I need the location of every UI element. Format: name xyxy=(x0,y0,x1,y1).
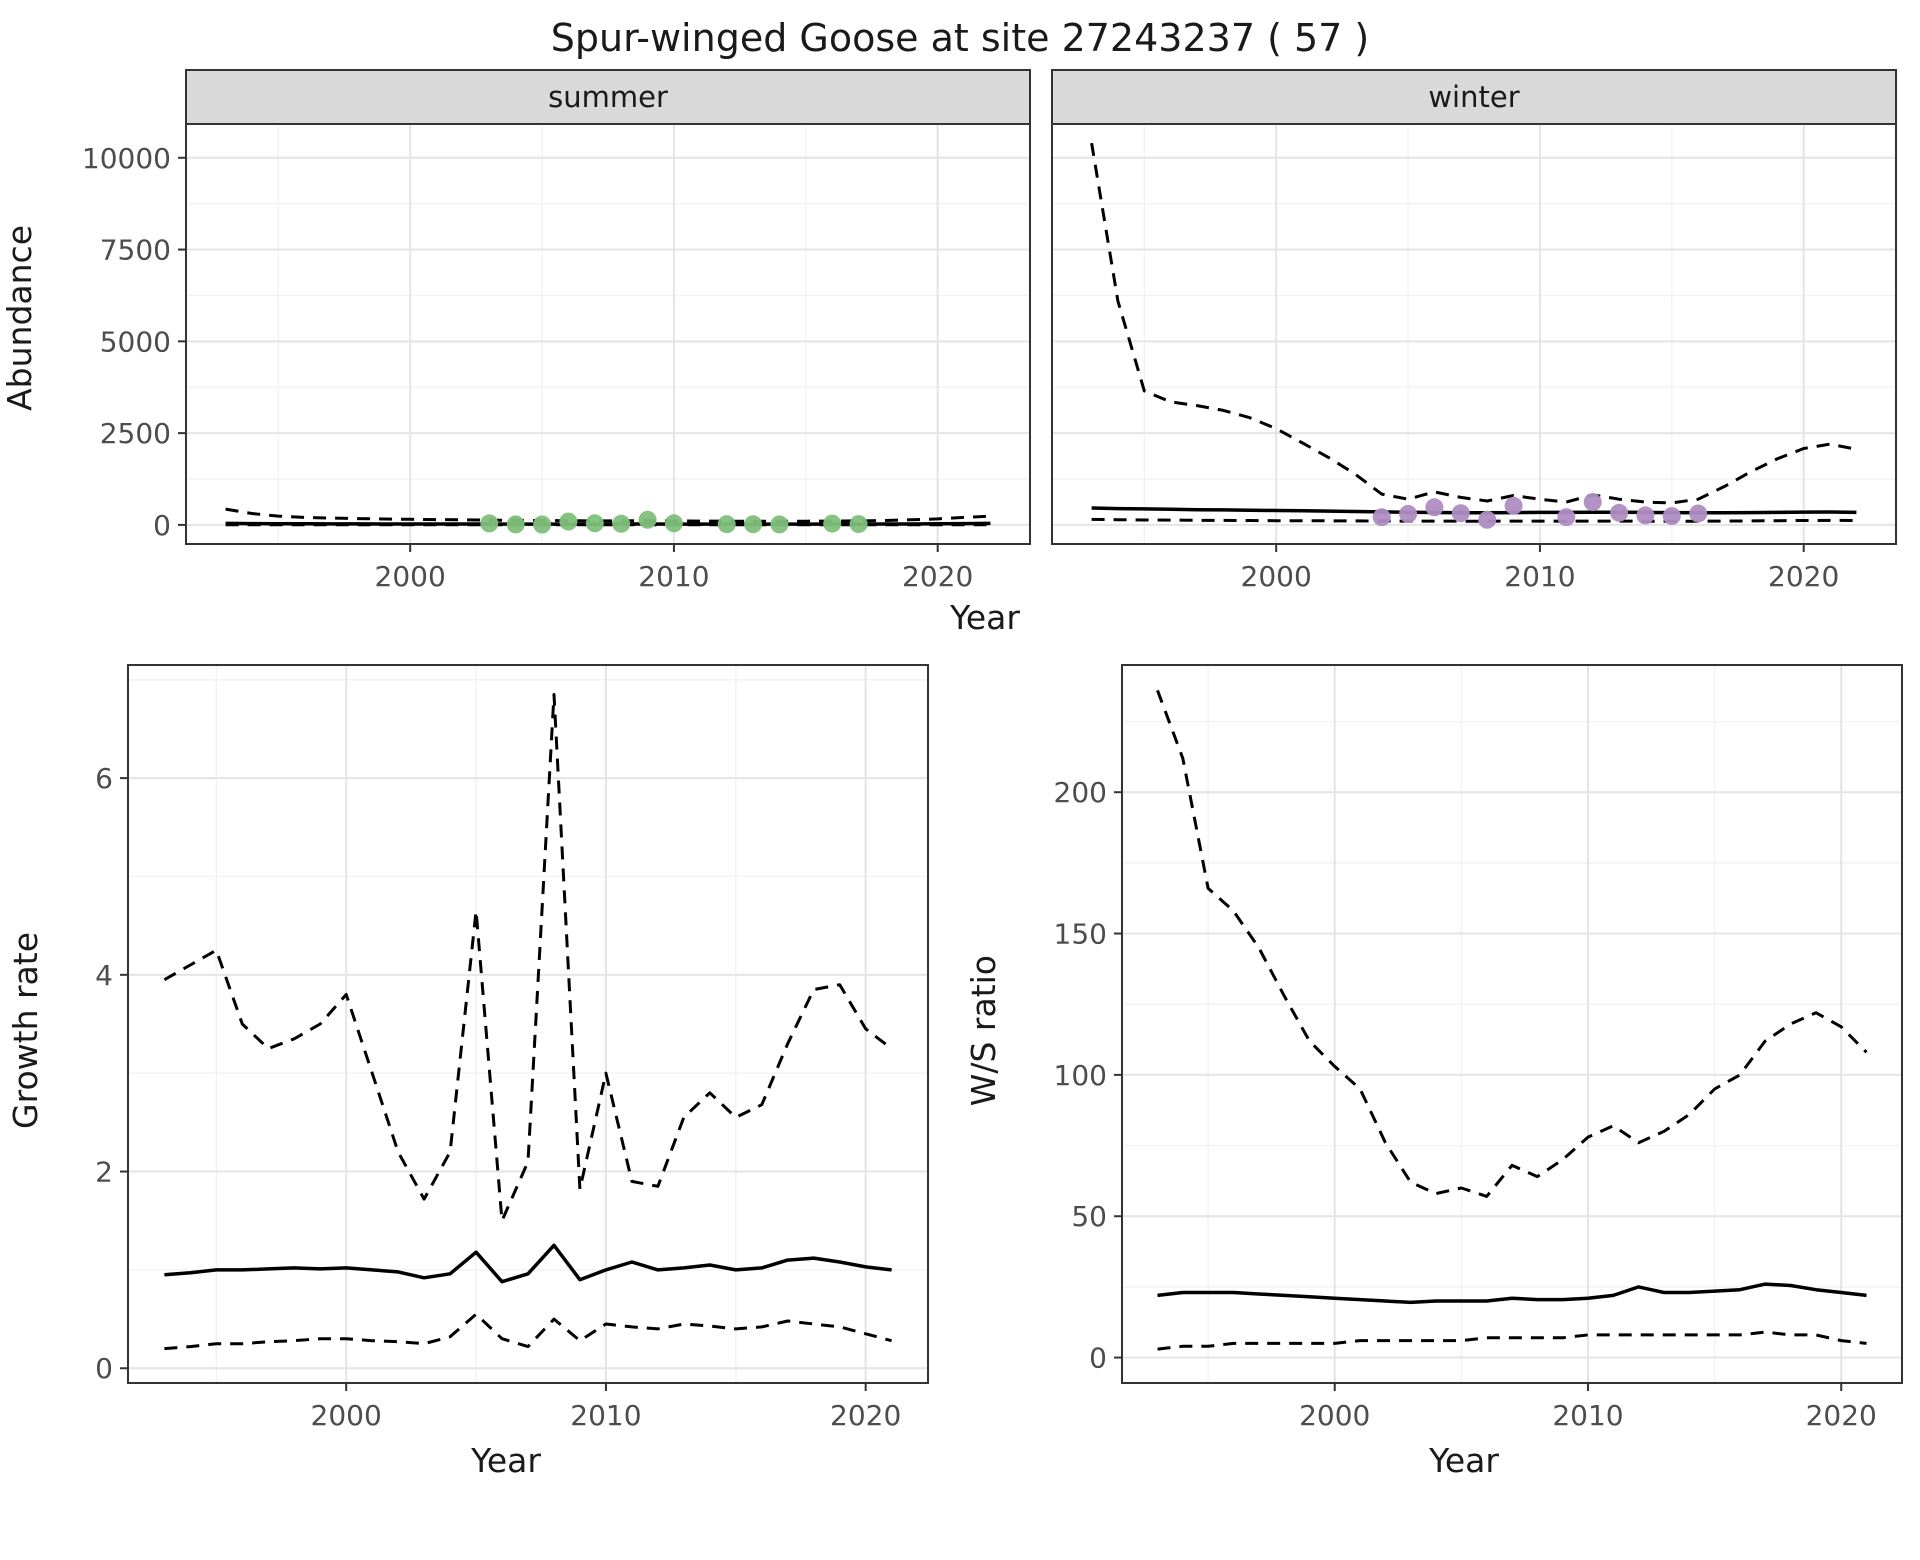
abundance-winter-lower-ci-line xyxy=(1091,517,1857,523)
ratio-y-axis-title: W/S ratio xyxy=(964,954,1003,1107)
y-tick-label: 100 xyxy=(1054,1059,1107,1092)
ws-ratio-panel-bg xyxy=(1122,665,1902,1383)
y-tick-label: 4 xyxy=(95,959,113,992)
abundance-summer-data-point xyxy=(823,514,842,533)
ws-ratio-lower-ci-line xyxy=(1157,1330,1867,1351)
y-tick-label: 50 xyxy=(1071,1200,1107,1233)
x-tick-label: 2000 xyxy=(1299,1399,1370,1432)
abundance-summer-data-point xyxy=(664,514,683,533)
abundance-winter-median-line xyxy=(1091,506,1857,515)
abundance-winter-data-point xyxy=(1689,504,1708,523)
abundance-y-axis-title: Abundance xyxy=(0,224,39,411)
x-tick-label: 2010 xyxy=(570,1399,641,1432)
y-tick-label: 7500 xyxy=(100,234,171,267)
x-tick-label: 2000 xyxy=(375,560,446,593)
abundance-winter-upper-ci-line xyxy=(1090,142,1857,505)
y-tick-label: 0 xyxy=(153,509,171,542)
abundance-winter-data-point xyxy=(1583,493,1602,512)
abundance-figure-column: 2000 2010 2020 0 2500 5000 7500 10000 summer 2000… xyxy=(50,68,1920,637)
growth-rate-upper-ci-line xyxy=(163,693,893,1223)
x-tick-label: 2020 xyxy=(1806,1399,1877,1432)
y-tick-label: 6 xyxy=(95,762,113,795)
abundance-winter-data-point xyxy=(1478,510,1497,529)
abundance-winter-data-point xyxy=(1451,504,1470,523)
growth-figure: Growth rate 2000 2010 2020 0 2 4 6 Year xyxy=(6,651,956,1480)
abundance-summer-data-point xyxy=(744,515,763,534)
abundance-summer-data-point xyxy=(717,515,736,534)
growth-rate-median-line xyxy=(164,1243,892,1284)
growth-rate-chart: 2000 2010 2020 0 2 4 6 xyxy=(95,664,929,1432)
figure-title: Spur-winged Goose at site 27243237 ( 57 … xyxy=(550,16,1370,60)
abundance-winter-data-point xyxy=(1372,508,1391,527)
growth-y-axis-title: Growth rate xyxy=(6,932,45,1129)
x-tick-label: 2020 xyxy=(830,1399,901,1432)
abundance-winter-panel-bg xyxy=(1052,124,1896,544)
y-tick-label: 150 xyxy=(1054,918,1107,951)
abundance-winter-data-point xyxy=(1504,496,1523,515)
growth-rate-lower-ci-line xyxy=(164,1312,892,1351)
ws-ratio-upper-ci-line xyxy=(1156,689,1868,1198)
abundance-summer-panel-bg xyxy=(186,124,1030,544)
ws-ratio-panel-border xyxy=(1121,664,1903,1384)
abundance-summer-data-point xyxy=(612,514,631,533)
y-tick-label: 5000 xyxy=(100,325,171,358)
abundance-summer-data-point xyxy=(770,515,789,534)
abundance-winter-data-point xyxy=(1610,503,1629,522)
x-tick-label: 2010 xyxy=(1552,1399,1623,1432)
facet-strip-label: summer xyxy=(548,80,668,114)
abundance-winter-data-point xyxy=(1662,507,1681,526)
y-tick-label: 2 xyxy=(95,1156,113,1189)
facet-strip-summer xyxy=(185,69,1031,125)
growth-rate-panel-border xyxy=(127,664,929,1384)
abundance-winter-data-point xyxy=(1557,508,1576,527)
facet-strip-winter xyxy=(1051,69,1897,125)
abundance-x-axis-title: Year xyxy=(950,598,1020,637)
x-tick-label: 2000 xyxy=(1241,560,1312,593)
growth-figure-column: 2000 2010 2020 0 2 4 6 Year xyxy=(56,651,956,1480)
ratio-figure: W/S ratio 2000 2010 2020 0 50 100 150 200 Year xyxy=(964,651,1914,1480)
ratio-figure-column: 2000 2010 2020 0 50 100 150 200 Year xyxy=(1014,651,1914,1480)
ratio-x-axis-title: Year xyxy=(1429,1441,1499,1480)
x-tick-label: 2010 xyxy=(1504,560,1575,593)
x-tick-label: 2020 xyxy=(902,560,973,593)
abundance-summer-data-point xyxy=(533,515,552,534)
abundance-facet-chart: 2000 2010 2020 0 2500 5000 7500 10000 summer 2000… xyxy=(82,69,1897,593)
abundance-winter-data-point xyxy=(1636,506,1655,525)
x-tick-label: 2010 xyxy=(638,560,709,593)
y-tick-label: 0 xyxy=(1089,1342,1107,1375)
abundance-figure: Abundance 2000 2010 2020 0 2500 5000 7500 10000… xyxy=(0,68,1920,637)
growth-x-axis-title: Year xyxy=(471,1441,541,1480)
abundance-summer-data-point xyxy=(480,514,499,533)
x-tick-label: 2000 xyxy=(311,1399,382,1432)
abundance-summer-data-point xyxy=(638,510,657,529)
y-tick-label: 200 xyxy=(1054,776,1107,809)
ws-ratio-median-line xyxy=(1157,1282,1867,1305)
y-tick-label: 10000 xyxy=(82,142,171,175)
abundance-summer-data-point xyxy=(849,515,868,534)
abundance-summer-median-line xyxy=(225,521,991,526)
y-tick-label: 0 xyxy=(95,1352,113,1385)
abundance-summer-data-point xyxy=(585,514,604,533)
ws-ratio-chart: 2000 2010 2020 0 50 100 150 200 xyxy=(1054,664,1903,1432)
facet-strip-label: winter xyxy=(1428,80,1519,114)
x-tick-label: 2020 xyxy=(1768,560,1839,593)
abundance-winter-data-point xyxy=(1399,504,1418,523)
growth-rate-panel-bg xyxy=(128,665,928,1383)
abundance-summer-data-point xyxy=(559,512,578,531)
abundance-summer-upper-ci-line xyxy=(225,507,991,523)
abundance-winter-data-point xyxy=(1425,498,1444,517)
bottom-row: Growth rate 2000 2010 2020 0 2 4 6 Year W/S ra… xyxy=(0,651,1920,1480)
y-tick-label: 2500 xyxy=(100,417,171,450)
abundance-summer-data-point xyxy=(506,515,525,534)
